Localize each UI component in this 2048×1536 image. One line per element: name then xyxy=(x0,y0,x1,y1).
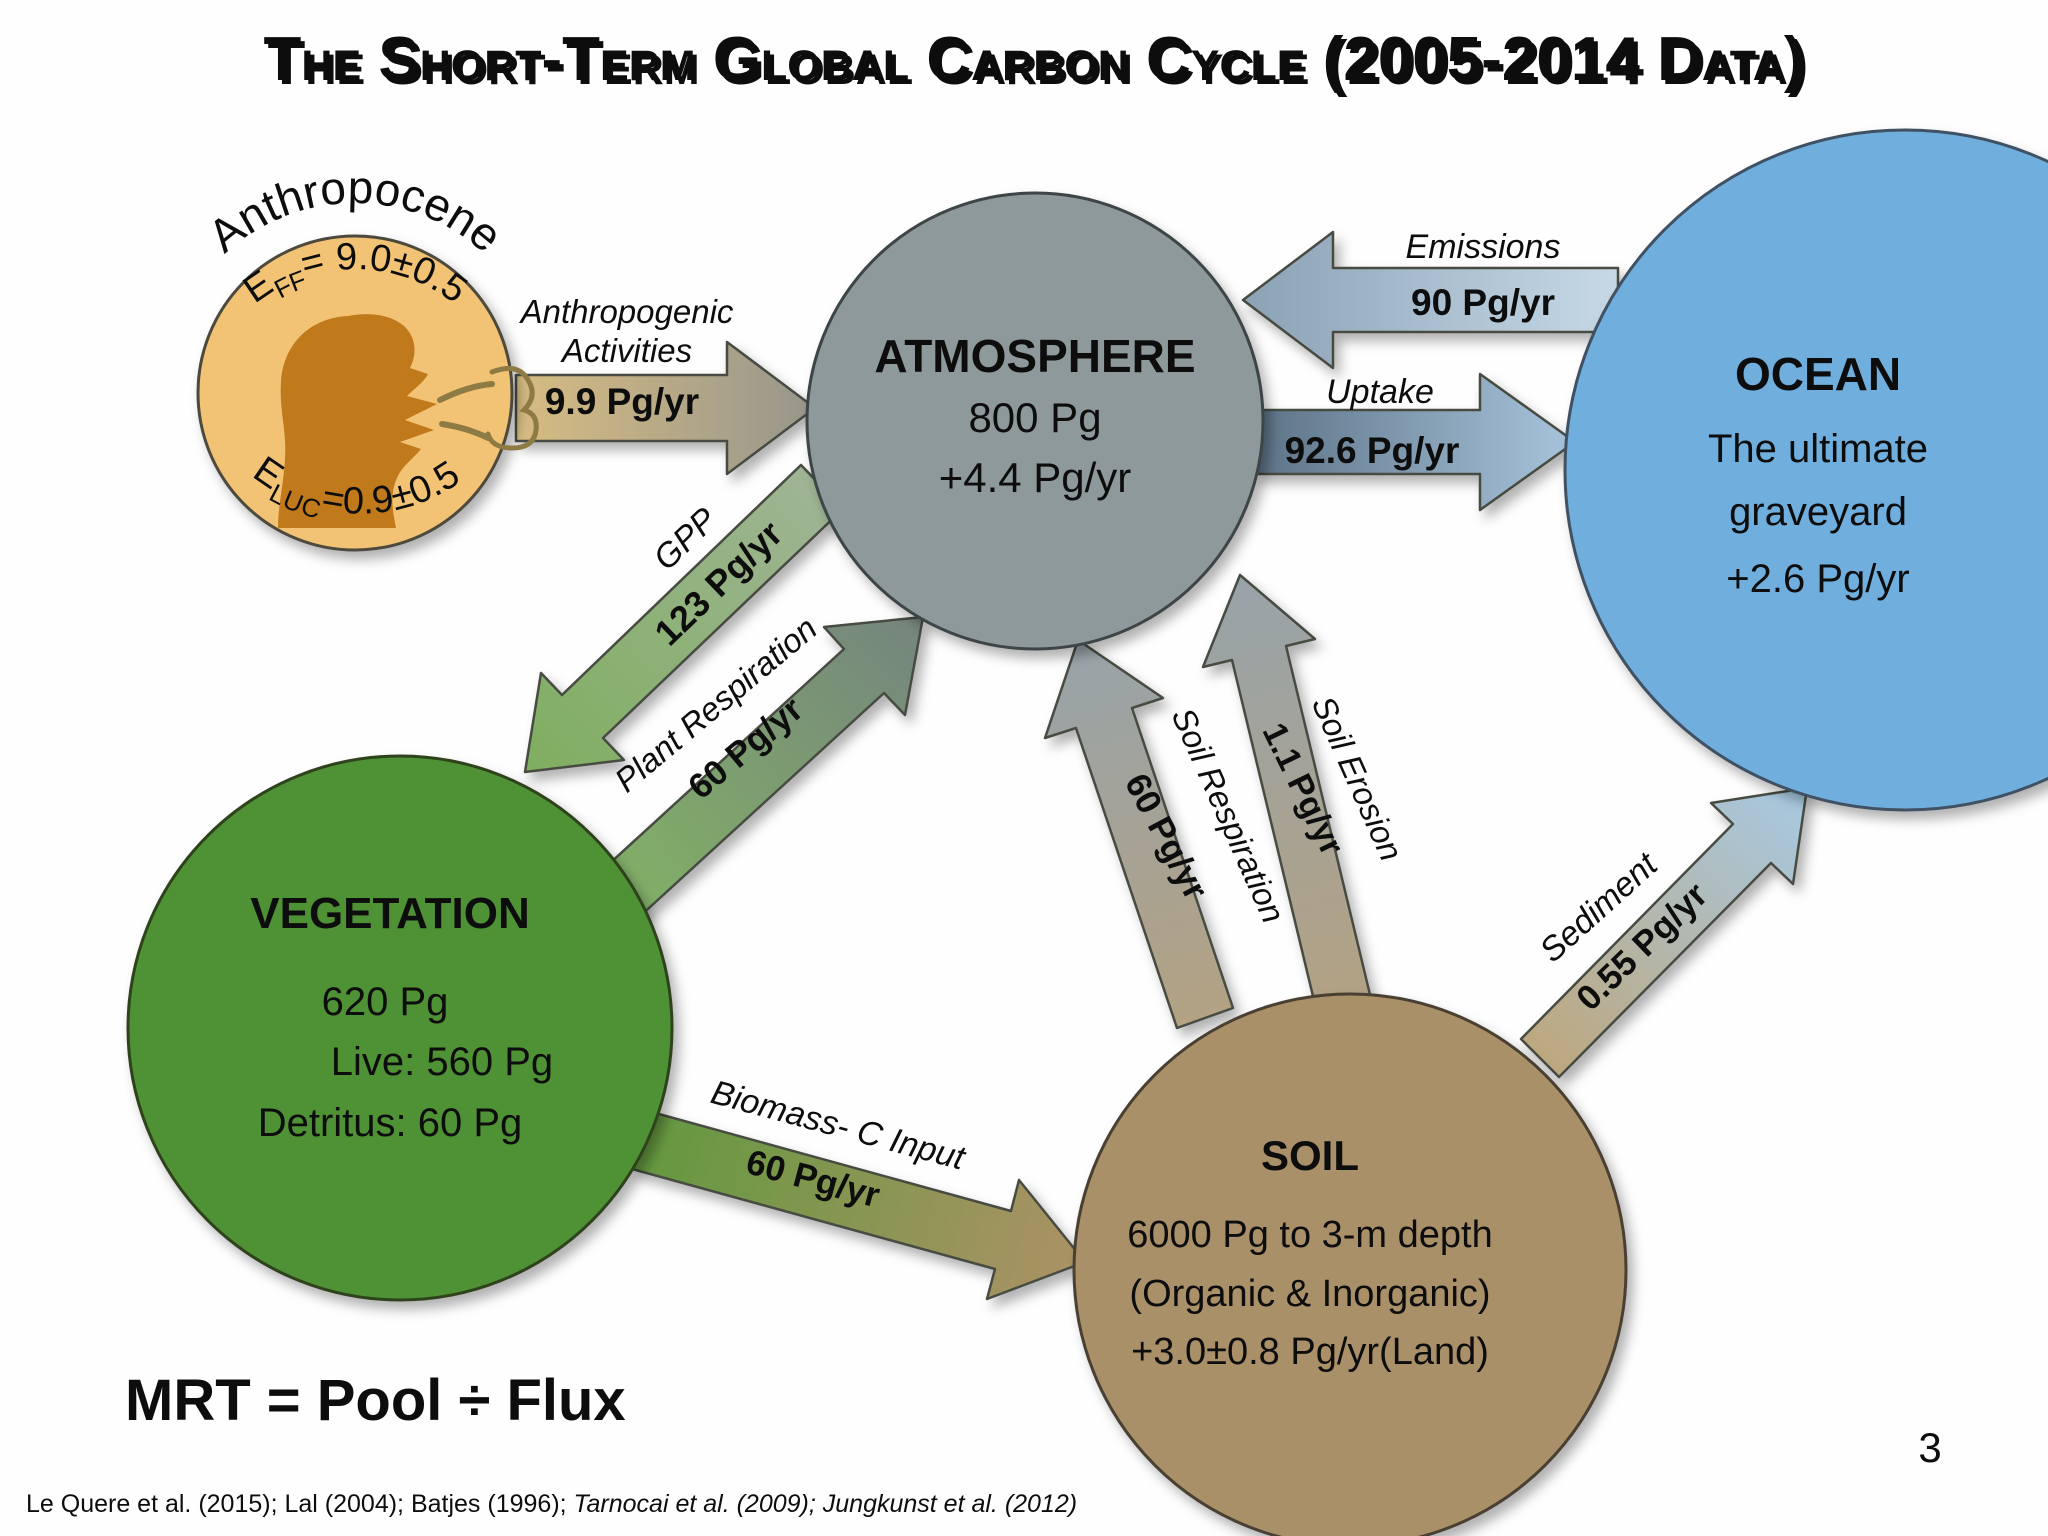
anthropogenic-flux-value: 9.9 Pg/yr xyxy=(545,381,699,422)
soil-rate: +3.0±0.8 Pg/yr(Land) xyxy=(1131,1331,1489,1373)
biomass-c-input-flux-arrow xyxy=(630,1109,1087,1301)
ocean-desc-line1: The ultimate xyxy=(1708,427,1928,471)
page-number: 3 xyxy=(1918,1424,1941,1471)
vegetation-pool: 620 Pg xyxy=(322,980,449,1024)
ocean-rate: +2.6 Pg/yr xyxy=(1726,557,1909,601)
atmosphere-node xyxy=(805,191,1265,651)
anthropogenic-flux-arrow xyxy=(514,340,817,476)
anthropogenic-flux-label-line2: Activities xyxy=(560,332,692,369)
emissions-flux-value: 90 Pg/yr xyxy=(1411,282,1555,323)
vegetation-name: VEGETATION xyxy=(250,889,530,938)
vegetation-detritus: Detritus: 60 Pg xyxy=(258,1101,523,1145)
soil-pool: 6000 Pg to 3-m depth xyxy=(1127,1214,1492,1256)
sediment-flux-arrow xyxy=(1519,786,1809,1079)
page-title: The Short-Term Global Carbon Cycle (2005… xyxy=(264,25,1805,94)
soil-erosion-flux-arrow xyxy=(1201,573,1374,1019)
plant-respiration-flux-arrow xyxy=(595,615,925,921)
soil-node xyxy=(1072,992,1628,1536)
citation-italic: Tarnocai et al. (2009); Jungkunst et al.… xyxy=(574,1490,1078,1518)
ocean-desc-line2: graveyard xyxy=(1729,490,1907,534)
atmosphere-pool: 800 Pg xyxy=(968,394,1101,441)
emissions-flux-label: Emissions xyxy=(1406,228,1561,266)
vegetation-node xyxy=(126,754,674,1302)
ocean-node xyxy=(1563,128,2048,812)
emissions-flux-arrow xyxy=(1241,230,1620,370)
soil-composition: (Organic & Inorganic) xyxy=(1129,1273,1490,1315)
citation: Le Quere et al. (2015); Lal (2004); Batj… xyxy=(26,1490,1077,1518)
atmosphere-rate: +4.4 Pg/yr xyxy=(939,454,1132,501)
soil-respiration-flux-arrow xyxy=(1043,638,1235,1030)
uptake-flux-arrow xyxy=(1253,372,1577,512)
uptake-flux-label: Uptake xyxy=(1326,373,1434,411)
person-head-icon xyxy=(278,314,437,528)
atmosphere-name: ATMOSPHERE xyxy=(874,330,1195,382)
breath-puffs-icon xyxy=(437,365,539,451)
uptake-flux-value: 92.6 Pg/yr xyxy=(1285,430,1460,471)
soil-name: SOIL xyxy=(1261,1132,1359,1179)
page-title-shadow: The Short-Term Global Carbon Cycle (2005… xyxy=(268,29,1809,98)
gpp-flux-arrow xyxy=(523,463,845,774)
mrt-formula: MRT = Pool ÷ Flux xyxy=(125,1368,626,1433)
citation-regular: Le Quere et al. (2015); Lal (2004); Batj… xyxy=(26,1490,574,1518)
vegetation-live: Live: 560 Pg xyxy=(331,1040,553,1084)
anthropogenic-flux-label-line1: Anthropogenic xyxy=(519,293,734,330)
ocean-name: OCEAN xyxy=(1735,348,1901,400)
